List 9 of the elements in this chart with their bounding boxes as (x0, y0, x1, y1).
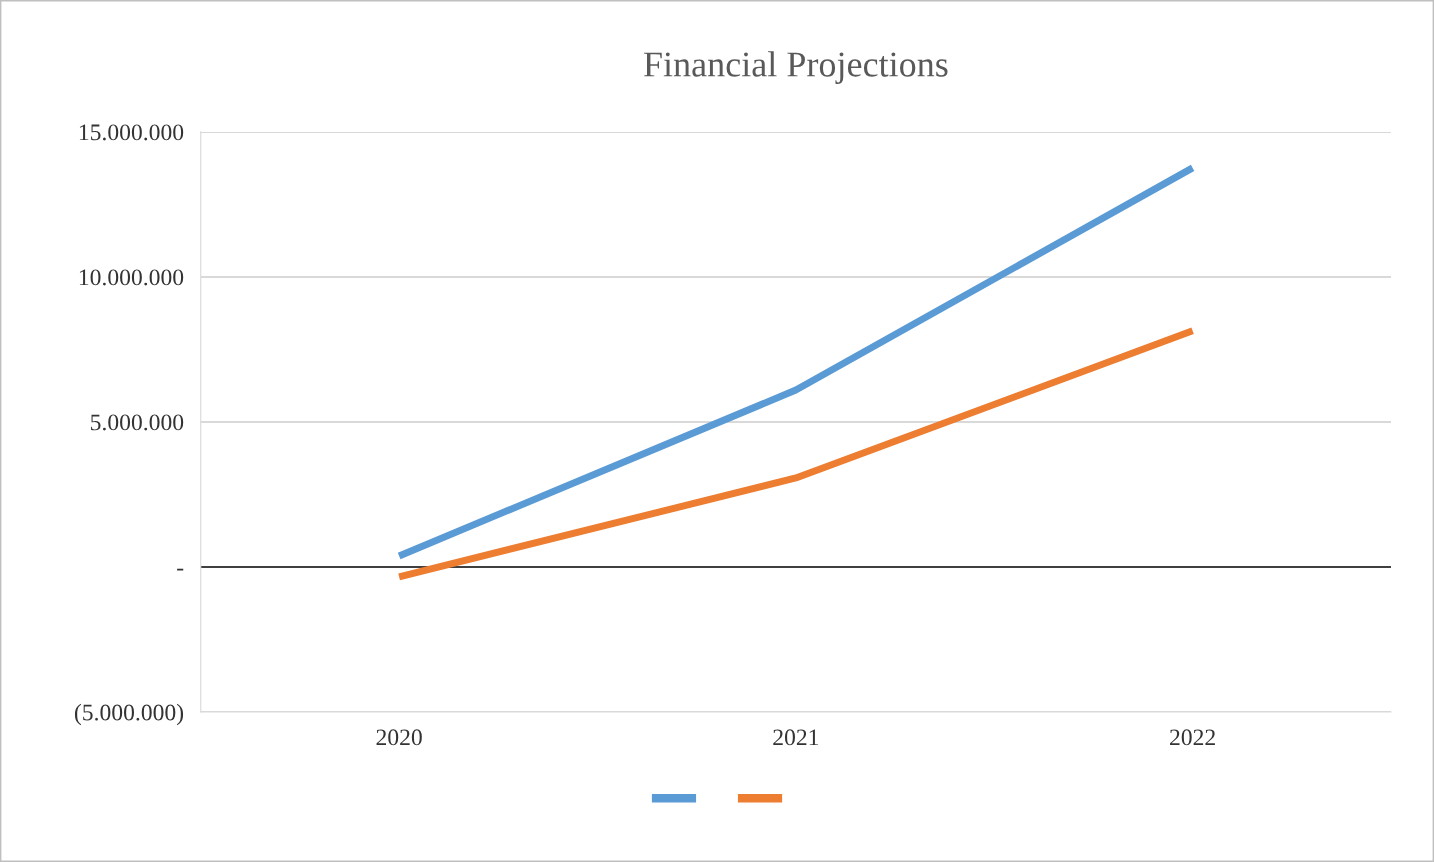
x-tick-label: 2020 (376, 729, 422, 746)
y-tick-label: 15.000.000 (79, 124, 184, 141)
y-tick-label: 10.000.000 (79, 269, 184, 286)
y-tick-label: 5.000.000 (91, 414, 184, 431)
y-tick-label: - (177, 568, 184, 571)
y-tick-label: (5.000.000) (74, 703, 184, 726)
x-tick-label: 2022 (1170, 729, 1215, 746)
chart-title: Financial Projections (643, 51, 948, 85)
x-tick-label: 2021 (773, 729, 819, 746)
